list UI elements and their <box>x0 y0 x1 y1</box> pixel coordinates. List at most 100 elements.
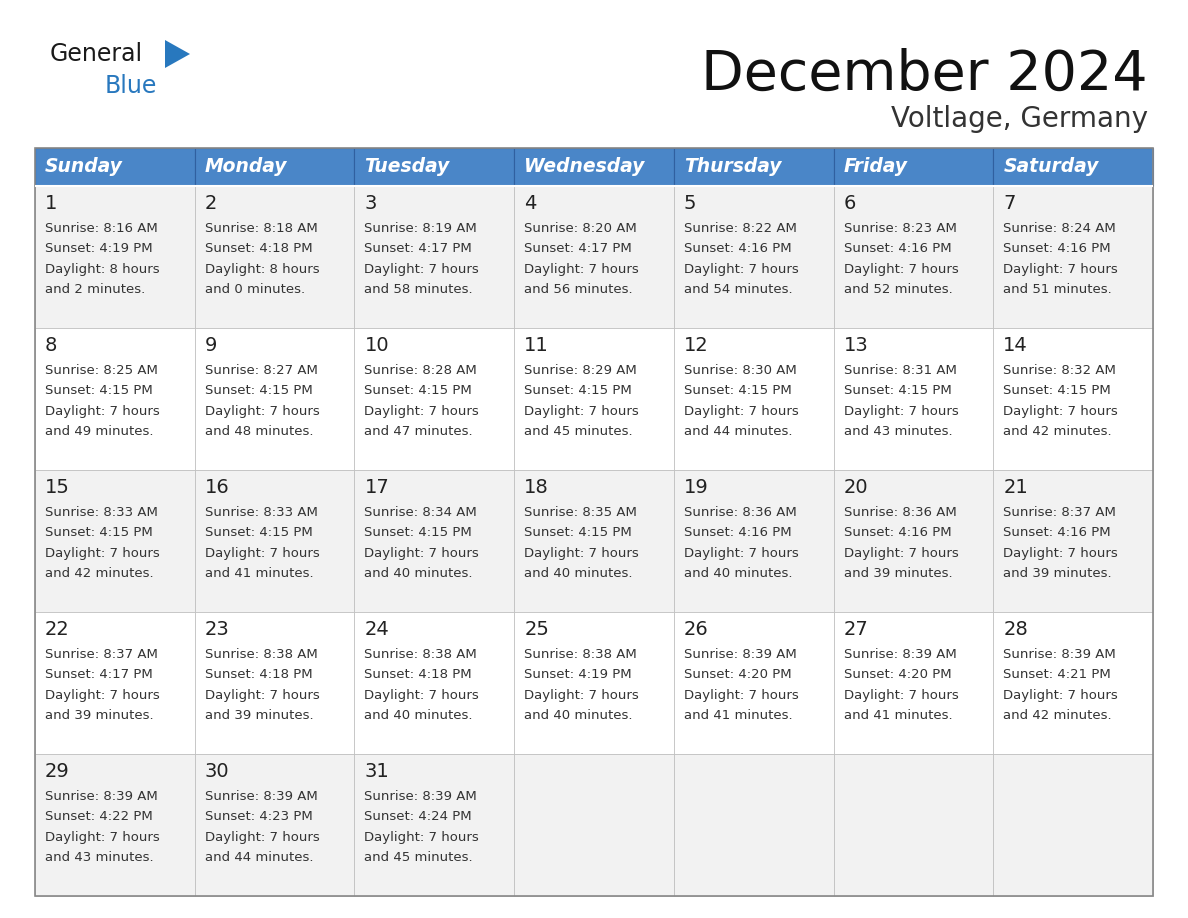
Text: General: General <box>50 42 143 66</box>
Text: Sunrise: 8:19 AM: Sunrise: 8:19 AM <box>365 221 478 235</box>
Text: Sunrise: 8:29 AM: Sunrise: 8:29 AM <box>524 364 637 376</box>
Text: Sunset: 4:19 PM: Sunset: 4:19 PM <box>45 242 152 255</box>
Text: December 2024: December 2024 <box>701 48 1148 102</box>
Text: Sunrise: 8:37 AM: Sunrise: 8:37 AM <box>1004 506 1117 519</box>
Text: Sunset: 4:24 PM: Sunset: 4:24 PM <box>365 811 472 823</box>
Text: Daylight: 7 hours: Daylight: 7 hours <box>1004 405 1118 418</box>
Text: 3: 3 <box>365 194 377 213</box>
Text: Sunset: 4:16 PM: Sunset: 4:16 PM <box>843 242 952 255</box>
Bar <box>34 148 195 186</box>
Bar <box>514 186 674 328</box>
Text: and 39 minutes.: and 39 minutes. <box>1004 567 1112 580</box>
Text: Sunrise: 8:34 AM: Sunrise: 8:34 AM <box>365 506 478 519</box>
Bar <box>354 328 514 470</box>
Text: Tuesday: Tuesday <box>365 158 450 176</box>
Text: 30: 30 <box>204 762 229 781</box>
Text: 8: 8 <box>45 336 57 355</box>
Text: Daylight: 7 hours: Daylight: 7 hours <box>204 405 320 418</box>
Text: 15: 15 <box>45 478 70 497</box>
Text: Monday: Monday <box>204 158 287 176</box>
Text: 14: 14 <box>1004 336 1028 355</box>
Text: Daylight: 7 hours: Daylight: 7 hours <box>204 831 320 844</box>
Text: 25: 25 <box>524 620 549 639</box>
Text: Daylight: 8 hours: Daylight: 8 hours <box>204 263 320 275</box>
Text: Daylight: 7 hours: Daylight: 7 hours <box>45 831 159 844</box>
Text: and 42 minutes.: and 42 minutes. <box>1004 425 1112 438</box>
Text: 2: 2 <box>204 194 217 213</box>
Text: Sunrise: 8:28 AM: Sunrise: 8:28 AM <box>365 364 478 376</box>
Text: Sunrise: 8:18 AM: Sunrise: 8:18 AM <box>204 221 317 235</box>
Text: and 45 minutes.: and 45 minutes. <box>365 851 473 864</box>
Bar <box>834 186 993 328</box>
Text: Daylight: 7 hours: Daylight: 7 hours <box>365 263 479 275</box>
Text: Daylight: 7 hours: Daylight: 7 hours <box>1004 263 1118 275</box>
Bar <box>674 186 834 328</box>
Text: Sunset: 4:16 PM: Sunset: 4:16 PM <box>1004 526 1111 539</box>
Text: and 49 minutes.: and 49 minutes. <box>45 425 153 438</box>
Bar <box>834 148 993 186</box>
Text: Sunrise: 8:32 AM: Sunrise: 8:32 AM <box>1004 364 1117 376</box>
Polygon shape <box>165 40 190 68</box>
Text: Sunrise: 8:33 AM: Sunrise: 8:33 AM <box>45 506 158 519</box>
Text: and 48 minutes.: and 48 minutes. <box>204 425 314 438</box>
Text: 7: 7 <box>1004 194 1016 213</box>
Text: 17: 17 <box>365 478 390 497</box>
Text: Saturday: Saturday <box>1004 158 1099 176</box>
Text: Sunset: 4:16 PM: Sunset: 4:16 PM <box>684 242 791 255</box>
Text: Sunrise: 8:39 AM: Sunrise: 8:39 AM <box>365 789 478 802</box>
Text: Sunset: 4:20 PM: Sunset: 4:20 PM <box>684 668 791 681</box>
Text: 12: 12 <box>684 336 708 355</box>
Text: Sunrise: 8:37 AM: Sunrise: 8:37 AM <box>45 648 158 661</box>
Bar <box>674 470 834 612</box>
Text: Sunset: 4:15 PM: Sunset: 4:15 PM <box>204 384 312 397</box>
Text: and 42 minutes.: and 42 minutes. <box>45 567 153 580</box>
Text: 5: 5 <box>684 194 696 213</box>
Text: and 39 minutes.: and 39 minutes. <box>45 710 153 722</box>
Text: Daylight: 7 hours: Daylight: 7 hours <box>684 547 798 560</box>
Text: Sunrise: 8:27 AM: Sunrise: 8:27 AM <box>204 364 317 376</box>
Bar <box>195 328 354 470</box>
Text: Sunset: 4:16 PM: Sunset: 4:16 PM <box>684 526 791 539</box>
Bar <box>34 328 195 470</box>
Text: and 42 minutes.: and 42 minutes. <box>1004 710 1112 722</box>
Text: Daylight: 7 hours: Daylight: 7 hours <box>45 405 159 418</box>
Text: and 45 minutes.: and 45 minutes. <box>524 425 633 438</box>
Text: Sunset: 4:15 PM: Sunset: 4:15 PM <box>45 526 153 539</box>
Text: Sunrise: 8:39 AM: Sunrise: 8:39 AM <box>843 648 956 661</box>
Text: Sunrise: 8:36 AM: Sunrise: 8:36 AM <box>684 506 797 519</box>
Text: 18: 18 <box>524 478 549 497</box>
Text: and 58 minutes.: and 58 minutes. <box>365 283 473 297</box>
Text: and 39 minutes.: and 39 minutes. <box>843 567 953 580</box>
Text: and 41 minutes.: and 41 minutes. <box>204 567 314 580</box>
Text: Sunset: 4:15 PM: Sunset: 4:15 PM <box>1004 384 1111 397</box>
Text: Blue: Blue <box>105 74 157 98</box>
Bar <box>34 754 195 896</box>
Bar <box>354 186 514 328</box>
Text: Voltlage, Germany: Voltlage, Germany <box>891 105 1148 133</box>
Bar <box>993 470 1154 612</box>
Text: and 44 minutes.: and 44 minutes. <box>684 425 792 438</box>
Text: Sunset: 4:17 PM: Sunset: 4:17 PM <box>45 668 153 681</box>
Text: Sunrise: 8:24 AM: Sunrise: 8:24 AM <box>1004 221 1116 235</box>
Text: Sunset: 4:15 PM: Sunset: 4:15 PM <box>843 384 952 397</box>
Bar <box>354 754 514 896</box>
Text: 24: 24 <box>365 620 390 639</box>
Text: Sunset: 4:20 PM: Sunset: 4:20 PM <box>843 668 952 681</box>
Text: Sunset: 4:22 PM: Sunset: 4:22 PM <box>45 811 153 823</box>
Text: Sunrise: 8:39 AM: Sunrise: 8:39 AM <box>204 789 317 802</box>
Text: Sunrise: 8:36 AM: Sunrise: 8:36 AM <box>843 506 956 519</box>
Text: Sunrise: 8:38 AM: Sunrise: 8:38 AM <box>365 648 478 661</box>
Text: and 40 minutes.: and 40 minutes. <box>365 710 473 722</box>
Text: 13: 13 <box>843 336 868 355</box>
Text: Daylight: 7 hours: Daylight: 7 hours <box>365 831 479 844</box>
Bar <box>354 470 514 612</box>
Text: and 47 minutes.: and 47 minutes. <box>365 425 473 438</box>
Text: Sunset: 4:15 PM: Sunset: 4:15 PM <box>365 384 472 397</box>
Text: Sunset: 4:15 PM: Sunset: 4:15 PM <box>365 526 472 539</box>
Bar <box>195 754 354 896</box>
Text: 20: 20 <box>843 478 868 497</box>
Text: Sunrise: 8:39 AM: Sunrise: 8:39 AM <box>45 789 158 802</box>
Text: Sunrise: 8:38 AM: Sunrise: 8:38 AM <box>524 648 637 661</box>
Text: and 40 minutes.: and 40 minutes. <box>524 567 633 580</box>
Bar <box>993 612 1154 754</box>
